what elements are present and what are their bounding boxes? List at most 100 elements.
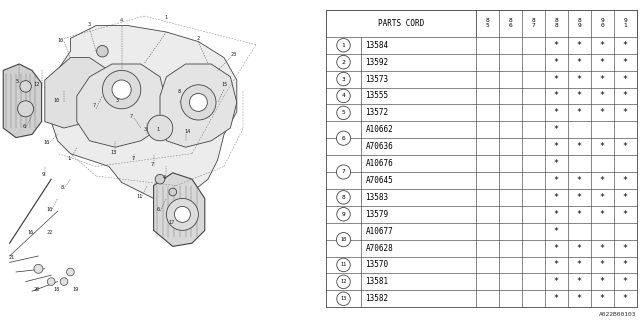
Text: 3: 3 bbox=[115, 98, 118, 103]
Bar bbox=[326, 223, 637, 240]
Text: *: * bbox=[600, 210, 605, 219]
Text: *: * bbox=[623, 260, 628, 269]
Text: *: * bbox=[554, 260, 559, 269]
Text: 13579: 13579 bbox=[365, 210, 388, 219]
Text: 2: 2 bbox=[197, 36, 200, 41]
Polygon shape bbox=[154, 173, 205, 246]
Text: *: * bbox=[623, 58, 628, 67]
Text: 8
8: 8 8 bbox=[554, 18, 558, 28]
Circle shape bbox=[337, 207, 350, 221]
Text: 13592: 13592 bbox=[365, 58, 388, 67]
Text: 16: 16 bbox=[28, 229, 33, 235]
Circle shape bbox=[337, 106, 350, 120]
Text: 13570: 13570 bbox=[365, 260, 388, 269]
Text: *: * bbox=[623, 210, 628, 219]
Polygon shape bbox=[3, 64, 42, 138]
Text: 4: 4 bbox=[342, 93, 346, 99]
Text: *: * bbox=[600, 58, 605, 67]
Circle shape bbox=[169, 188, 177, 196]
Text: *: * bbox=[600, 108, 605, 117]
Text: PARTS CORD: PARTS CORD bbox=[378, 19, 424, 28]
Text: *: * bbox=[600, 92, 605, 100]
Text: *: * bbox=[554, 227, 559, 236]
Text: 10: 10 bbox=[53, 98, 59, 103]
Text: *: * bbox=[577, 75, 582, 84]
Circle shape bbox=[102, 70, 141, 109]
Text: 4: 4 bbox=[163, 175, 166, 180]
Text: *: * bbox=[554, 159, 559, 168]
Text: 15: 15 bbox=[221, 82, 227, 87]
Text: 8: 8 bbox=[342, 195, 346, 200]
Text: 13581: 13581 bbox=[365, 277, 388, 286]
Text: *: * bbox=[577, 92, 582, 100]
Text: *: * bbox=[554, 142, 559, 151]
Text: *: * bbox=[554, 176, 559, 185]
Text: *: * bbox=[554, 125, 559, 134]
Text: 18: 18 bbox=[53, 287, 59, 292]
Text: *: * bbox=[600, 244, 605, 252]
Circle shape bbox=[337, 292, 350, 306]
Text: 11: 11 bbox=[340, 262, 347, 268]
Text: A70636: A70636 bbox=[365, 142, 393, 151]
Text: 8
9: 8 9 bbox=[577, 18, 581, 28]
Bar bbox=[326, 172, 637, 189]
Text: 9: 9 bbox=[342, 212, 346, 217]
Text: 7: 7 bbox=[342, 170, 346, 174]
Bar bbox=[326, 37, 637, 54]
Text: 13584: 13584 bbox=[365, 41, 388, 50]
Text: 13: 13 bbox=[111, 149, 116, 155]
Circle shape bbox=[337, 89, 350, 103]
Circle shape bbox=[67, 268, 74, 276]
Circle shape bbox=[337, 233, 351, 247]
Text: *: * bbox=[623, 75, 628, 84]
Text: *: * bbox=[577, 260, 582, 269]
Bar bbox=[326, 10, 637, 37]
Circle shape bbox=[47, 278, 55, 285]
Text: *: * bbox=[577, 244, 582, 252]
Circle shape bbox=[18, 101, 34, 117]
Text: *: * bbox=[600, 142, 605, 151]
Text: 4: 4 bbox=[120, 18, 123, 23]
Circle shape bbox=[112, 80, 131, 99]
Text: *: * bbox=[577, 193, 582, 202]
Text: A10677: A10677 bbox=[365, 227, 393, 236]
Text: *: * bbox=[554, 193, 559, 202]
Text: 3: 3 bbox=[342, 76, 346, 82]
Text: 5: 5 bbox=[16, 79, 19, 84]
Text: *: * bbox=[577, 210, 582, 219]
Text: 9
0: 9 0 bbox=[600, 18, 604, 28]
Text: 11: 11 bbox=[136, 194, 142, 199]
Bar bbox=[326, 257, 637, 273]
Bar bbox=[326, 138, 637, 155]
Text: 13: 13 bbox=[340, 296, 347, 301]
Bar bbox=[326, 290, 637, 307]
Text: 8
6: 8 6 bbox=[508, 18, 512, 28]
Text: 7: 7 bbox=[130, 114, 132, 119]
Circle shape bbox=[20, 81, 31, 92]
Circle shape bbox=[147, 115, 173, 141]
Circle shape bbox=[97, 45, 108, 57]
Text: *: * bbox=[600, 75, 605, 84]
Polygon shape bbox=[160, 64, 237, 147]
Bar bbox=[326, 87, 637, 104]
Text: 13572: 13572 bbox=[365, 108, 388, 117]
Text: 6: 6 bbox=[342, 136, 346, 141]
Bar bbox=[326, 71, 637, 87]
Text: *: * bbox=[554, 41, 559, 50]
Text: *: * bbox=[623, 176, 628, 185]
Text: A70645: A70645 bbox=[365, 176, 393, 185]
Text: *: * bbox=[623, 193, 628, 202]
Text: 7: 7 bbox=[150, 162, 154, 167]
Circle shape bbox=[34, 264, 43, 273]
Text: 6: 6 bbox=[22, 124, 26, 129]
Text: *: * bbox=[600, 41, 605, 50]
Text: A022B00103: A022B00103 bbox=[599, 312, 637, 317]
Bar bbox=[326, 240, 637, 257]
Text: *: * bbox=[600, 176, 605, 185]
Text: 7: 7 bbox=[131, 156, 134, 161]
Text: 1: 1 bbox=[165, 15, 168, 20]
Text: 8
7: 8 7 bbox=[531, 18, 535, 28]
Text: *: * bbox=[600, 193, 605, 202]
Text: 2: 2 bbox=[342, 60, 346, 65]
Text: *: * bbox=[554, 277, 559, 286]
